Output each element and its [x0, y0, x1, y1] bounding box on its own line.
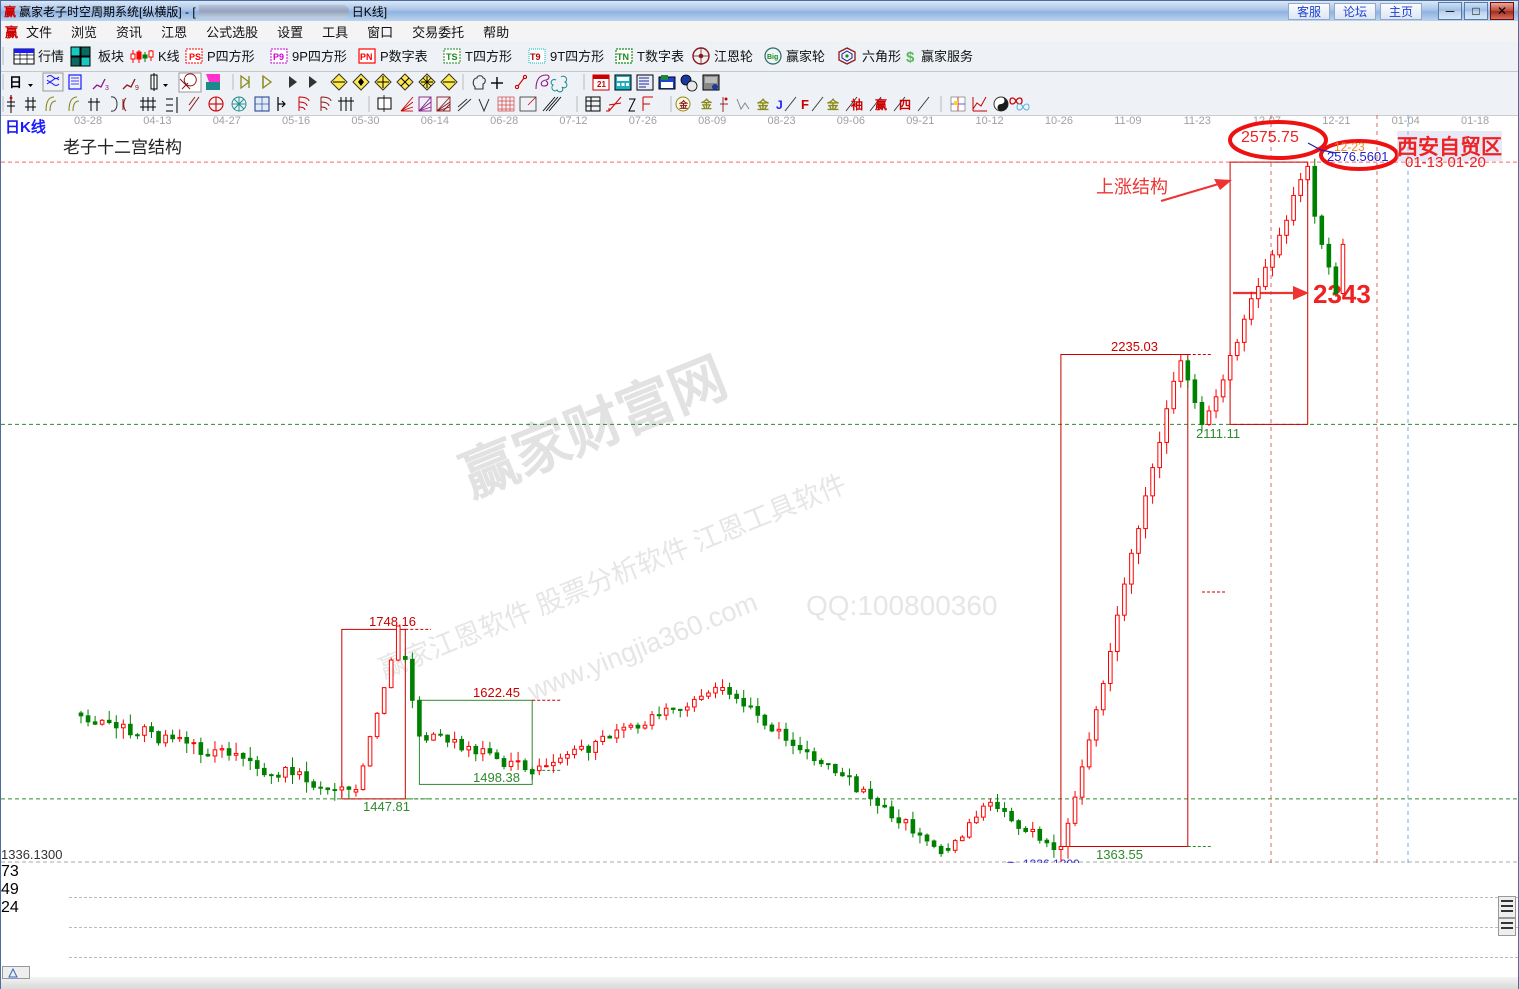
svg-text:$: $: [906, 49, 915, 66]
svg-text:T四方形: T四方形: [465, 49, 512, 64]
svg-text:金: 金: [826, 97, 840, 112]
svg-text:赢: 赢: [875, 97, 887, 112]
svg-text:P9: P9: [273, 52, 284, 62]
svg-text:PN: PN: [360, 52, 373, 62]
svg-text:金: 金: [756, 97, 770, 112]
svg-text:行情: 行情: [38, 49, 64, 64]
svg-text:9P四方形: 9P四方形: [292, 49, 347, 64]
svg-text:TS: TS: [446, 52, 458, 62]
svg-text:P数字表: P数字表: [380, 49, 428, 64]
svg-text:四: 四: [899, 98, 911, 112]
svg-text:江恩轮: 江恩轮: [714, 49, 753, 64]
svg-text:日: 日: [9, 75, 22, 90]
svg-text:T数字表: T数字表: [637, 49, 684, 64]
svg-text:袖: 袖: [851, 97, 863, 112]
svg-text:板块: 板块: [98, 49, 124, 64]
svg-text:Big: Big: [767, 54, 778, 61]
svg-text:9: 9: [135, 85, 139, 92]
svg-text:F: F: [801, 97, 809, 112]
svg-text:3: 3: [105, 85, 109, 92]
svg-text:P四方形: P四方形: [207, 49, 255, 64]
svg-text:金: 金: [700, 97, 713, 111]
svg-text:PS: PS: [189, 52, 201, 62]
svg-text:TN: TN: [617, 52, 629, 62]
svg-text:赢家服务: 赢家服务: [921, 49, 973, 64]
svg-text:赢家轮: 赢家轮: [786, 49, 825, 64]
svg-text:K线: K线: [158, 49, 180, 64]
svg-text:六角形: 六角形: [862, 49, 901, 64]
svg-text:T9: T9: [530, 52, 541, 62]
svg-text:J: J: [776, 98, 783, 112]
svg-text:9T四方形: 9T四方形: [550, 49, 604, 64]
svg-text:金: 金: [678, 99, 689, 110]
svg-text:21: 21: [597, 80, 606, 89]
